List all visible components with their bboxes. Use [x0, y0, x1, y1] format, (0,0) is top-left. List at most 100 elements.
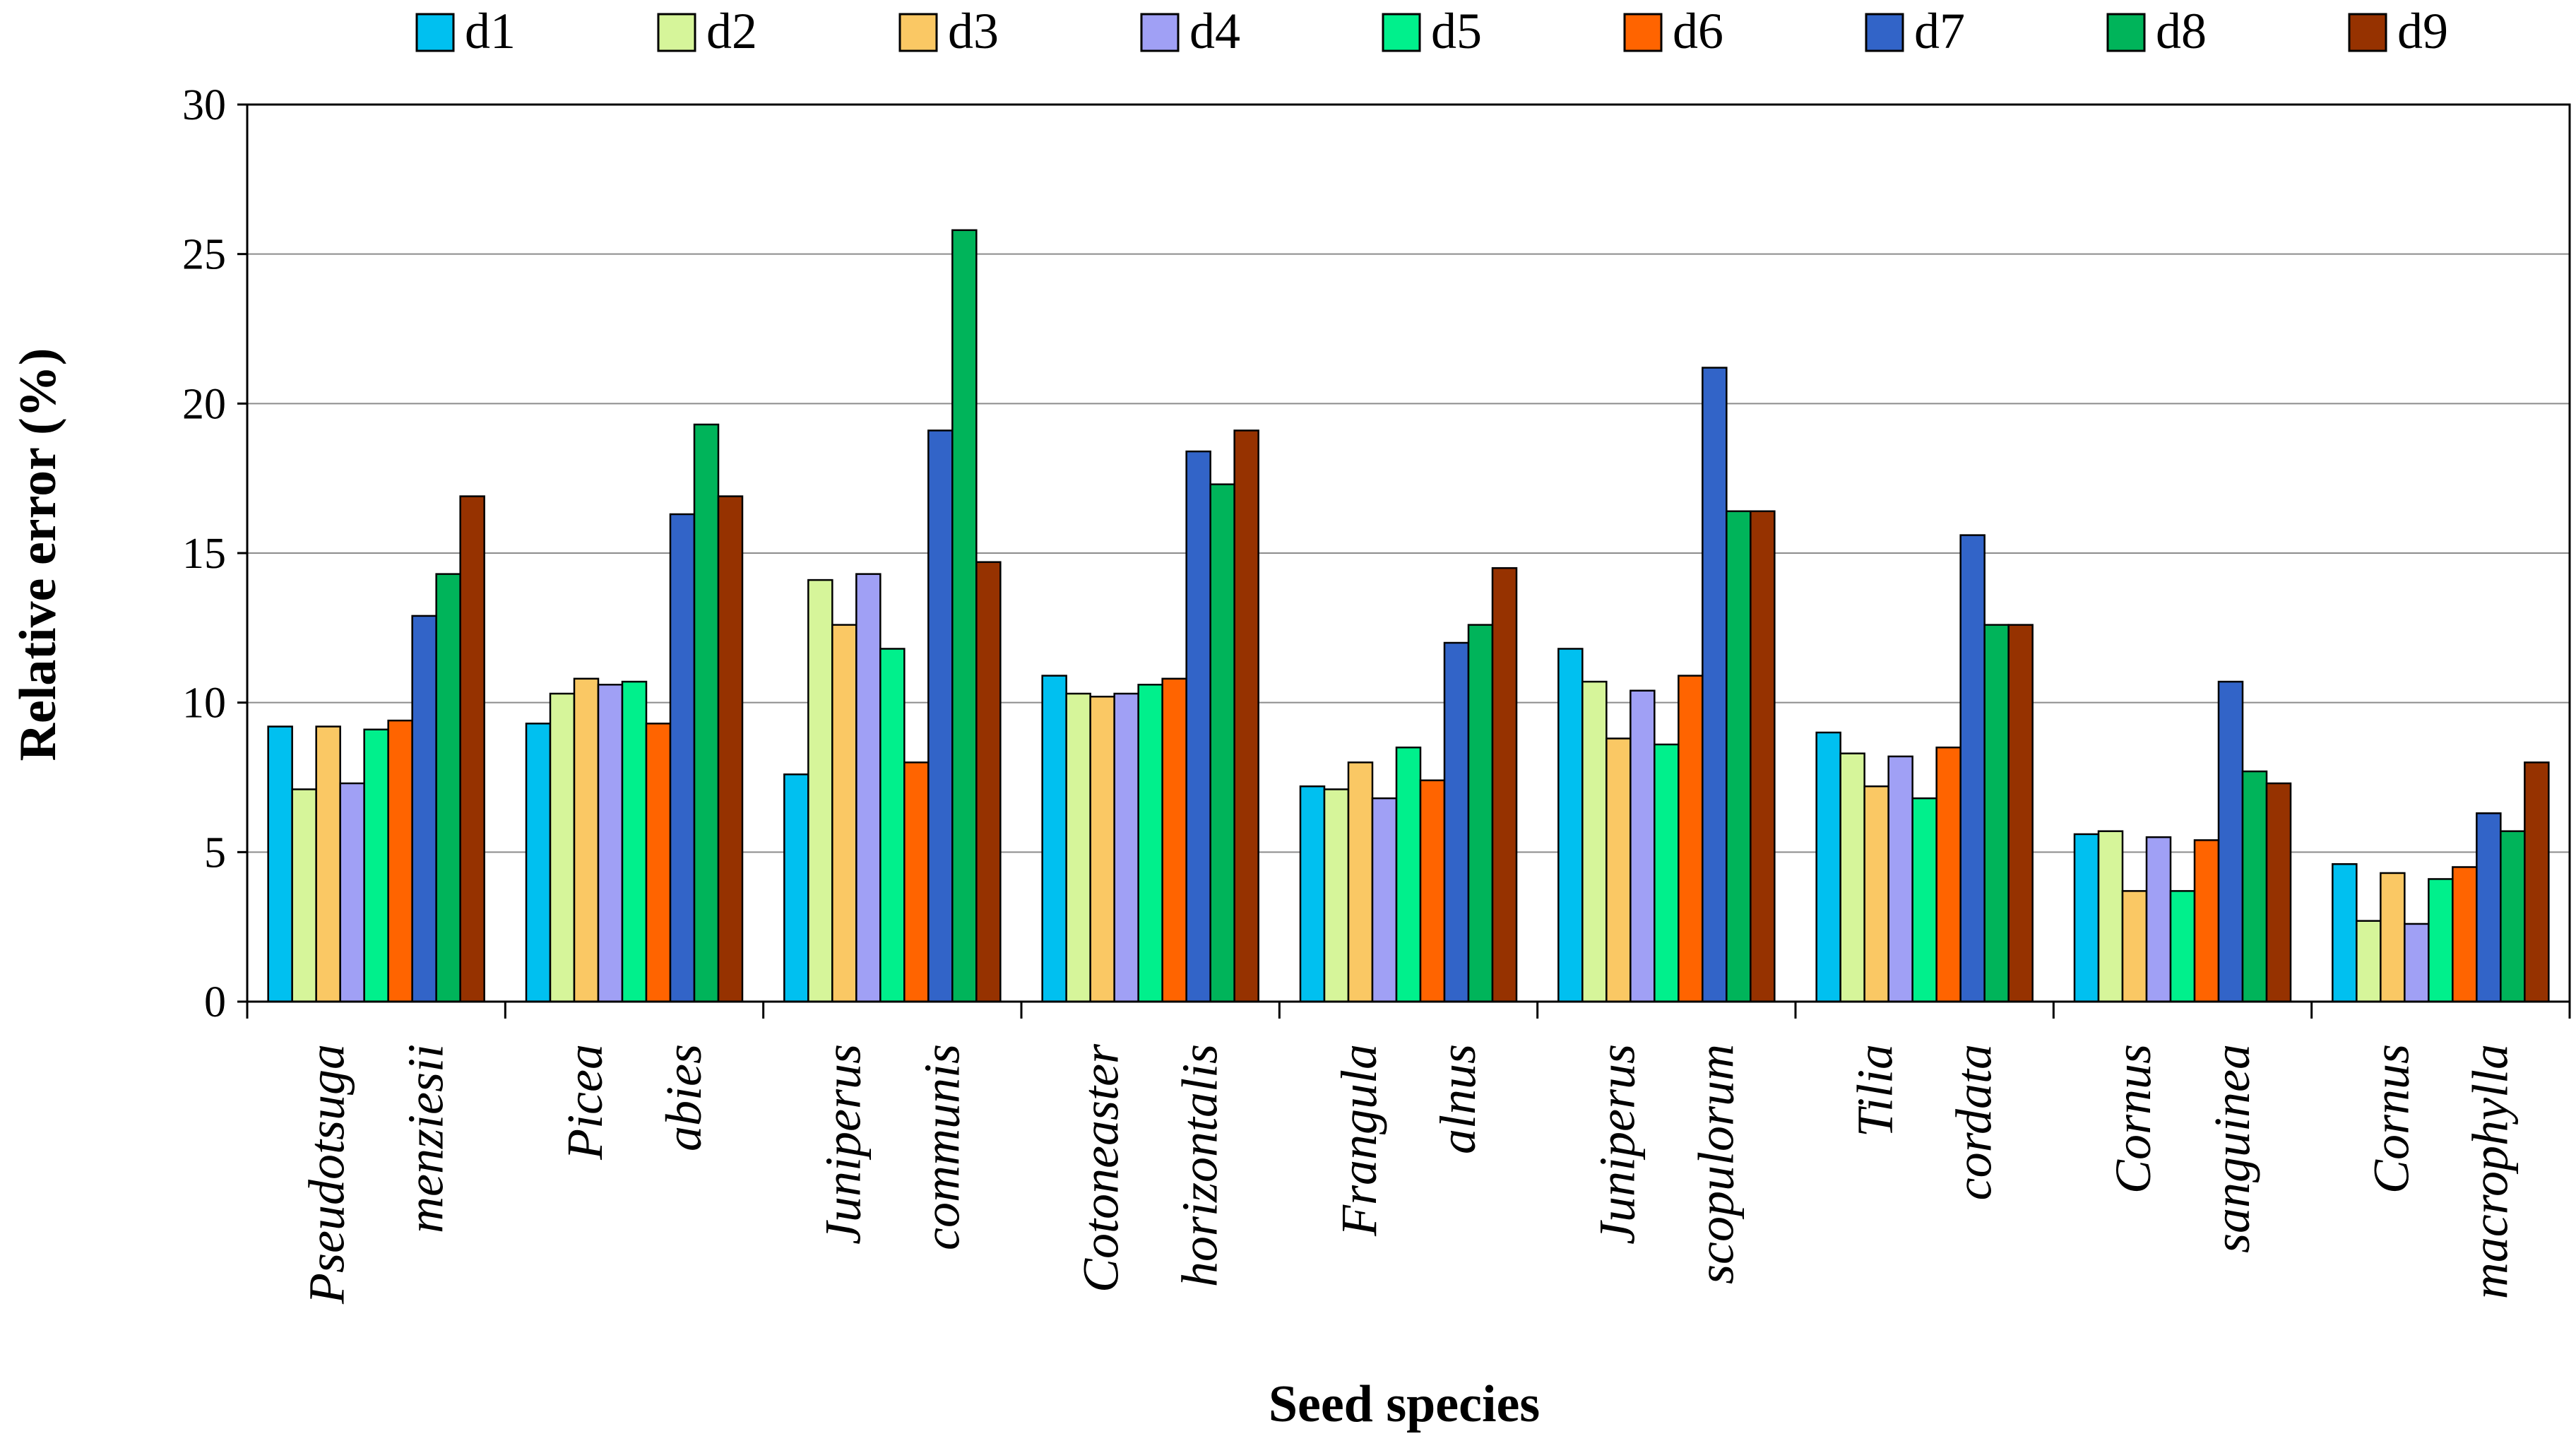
bar-d7-2: [669, 513, 696, 1003]
bar-d6-6: [1678, 675, 1704, 1003]
y-tick-label: 0: [204, 978, 226, 1026]
bar-d2-2: [549, 692, 576, 1003]
legend-swatch-d9: [2348, 13, 2387, 52]
bar-d9-7: [2007, 624, 2034, 1003]
bar-d6-1: [387, 719, 413, 1003]
legend-swatch-d5: [1382, 13, 1421, 52]
y-axis-title: Relative error (%): [9, 348, 67, 761]
legend-label-d8: d8: [2156, 3, 2207, 59]
legend-swatch-d7: [1865, 13, 1904, 52]
bar-d2-4: [1065, 692, 1091, 1003]
x-category-label: horizontalis: [1172, 1044, 1228, 1287]
x-category-label: Frangula: [1331, 1044, 1387, 1237]
legend: d1 d2 d3 d4 d5 d6 d7 d8 d9: [415, 3, 2448, 59]
legend-label-d9: d9: [2397, 3, 2448, 59]
bar-d4-3: [855, 573, 882, 1003]
bar-d1-4: [1041, 675, 1067, 1003]
bar-d6-4: [1161, 677, 1187, 1003]
bar-d8-6: [1726, 510, 1752, 1003]
legend-swatch-d6: [1623, 13, 1663, 52]
bar-d7-9: [2476, 812, 2502, 1003]
bar-d3-4: [1089, 695, 1115, 1003]
bar-d8-9: [2500, 830, 2526, 1003]
x-category-label: abies: [655, 1044, 712, 1151]
bar-d1-5: [1299, 785, 1326, 1003]
x-category-label: alnus: [1430, 1044, 1486, 1154]
x-category-label: menziesii: [398, 1044, 454, 1233]
bar-d5-1: [363, 728, 389, 1003]
legend-swatch-d1: [415, 13, 455, 52]
x-category-label: Cotoneaster: [1073, 1043, 1129, 1293]
bar-d7-4: [1185, 450, 1211, 1003]
bar-d9-5: [1491, 567, 1518, 1003]
bar-d1-2: [525, 723, 552, 1003]
x-axis-title: Seed species: [1269, 1375, 1540, 1433]
legend-label-d4: d4: [1189, 3, 1240, 59]
bar-d7-8: [2217, 680, 2244, 1003]
bar-d5-7: [1911, 797, 1937, 1003]
legend-label-d7: d7: [1914, 3, 1965, 59]
x-category-label: Juniperus: [1589, 1044, 1645, 1245]
bar-d1-9: [2332, 863, 2358, 1003]
bar-d8-5: [1467, 624, 1494, 1003]
bar-d8-8: [2241, 770, 2268, 1003]
bar-d8-4: [1209, 483, 1235, 1003]
x-category-label: Pseudotsuga: [299, 1044, 355, 1305]
bar-d2-8: [2097, 830, 2124, 1003]
bar-d3-5: [1347, 761, 1374, 1003]
bar-d2-1: [291, 788, 317, 1003]
bar-d8-3: [951, 229, 978, 1003]
bar-d5-9: [2428, 878, 2454, 1003]
y-tick-label: 10: [182, 680, 226, 728]
legend-label-d6: d6: [1673, 3, 1723, 59]
bar-d5-8: [2169, 890, 2196, 1003]
legend-swatch-d4: [1140, 13, 1180, 52]
bar-d1-1: [267, 725, 293, 1003]
y-tick-label: 20: [182, 380, 226, 428]
bar-d1-7: [1815, 731, 1841, 1003]
bar-d4-6: [1630, 689, 1656, 1003]
bar-d5-3: [879, 648, 906, 1003]
bar-d3-8: [2121, 890, 2148, 1003]
y-tick-label: 5: [204, 829, 226, 877]
legend-swatch-d8: [2106, 13, 2146, 52]
x-category-label: Juniperus: [814, 1044, 871, 1245]
legend-label-d3: d3: [948, 3, 999, 59]
bar-d3-1: [315, 725, 341, 1003]
bar-d6-5: [1419, 779, 1446, 1003]
bar-d5-4: [1137, 684, 1163, 1003]
bar-d2-7: [1839, 752, 1865, 1003]
bar-d9-9: [2524, 761, 2550, 1003]
x-category-label: macrophylla: [2462, 1044, 2518, 1299]
bar-d4-2: [597, 684, 624, 1003]
bar-d6-7: [1935, 746, 1961, 1003]
bar-d5-6: [1654, 743, 1680, 1003]
bar-d9-2: [717, 495, 744, 1003]
bar-d5-5: [1395, 746, 1422, 1003]
bar-d9-3: [975, 561, 1002, 1003]
bar-d3-7: [1863, 785, 1889, 1003]
bar-d7-6: [1702, 367, 1728, 1003]
bar-d7-5: [1443, 641, 1470, 1003]
x-category-label: Picea: [557, 1044, 613, 1161]
bar-d7-3: [927, 429, 954, 1003]
bar-d3-9: [2380, 872, 2406, 1003]
bar-d1-6: [1557, 648, 1584, 1003]
y-tick-label: 15: [182, 530, 226, 578]
x-category-label: sanguinea: [2204, 1044, 2260, 1253]
bar-d4-7: [1887, 755, 1913, 1003]
bar-d6-3: [903, 761, 930, 1003]
x-category-label: communis: [913, 1044, 970, 1250]
plot-frame: [246, 103, 2571, 1003]
bar-d3-3: [831, 624, 857, 1003]
bar-d9-8: [2265, 782, 2292, 1003]
bar-d4-8: [2145, 836, 2172, 1003]
bar-d8-1: [435, 573, 461, 1003]
legend-swatch-d3: [898, 13, 938, 52]
x-category-label: scopulorum: [1687, 1044, 1744, 1284]
bar-d4-1: [339, 782, 365, 1003]
bar-d5-2: [621, 680, 648, 1003]
bar-d6-9: [2452, 866, 2478, 1003]
bar-d4-4: [1113, 692, 1139, 1003]
